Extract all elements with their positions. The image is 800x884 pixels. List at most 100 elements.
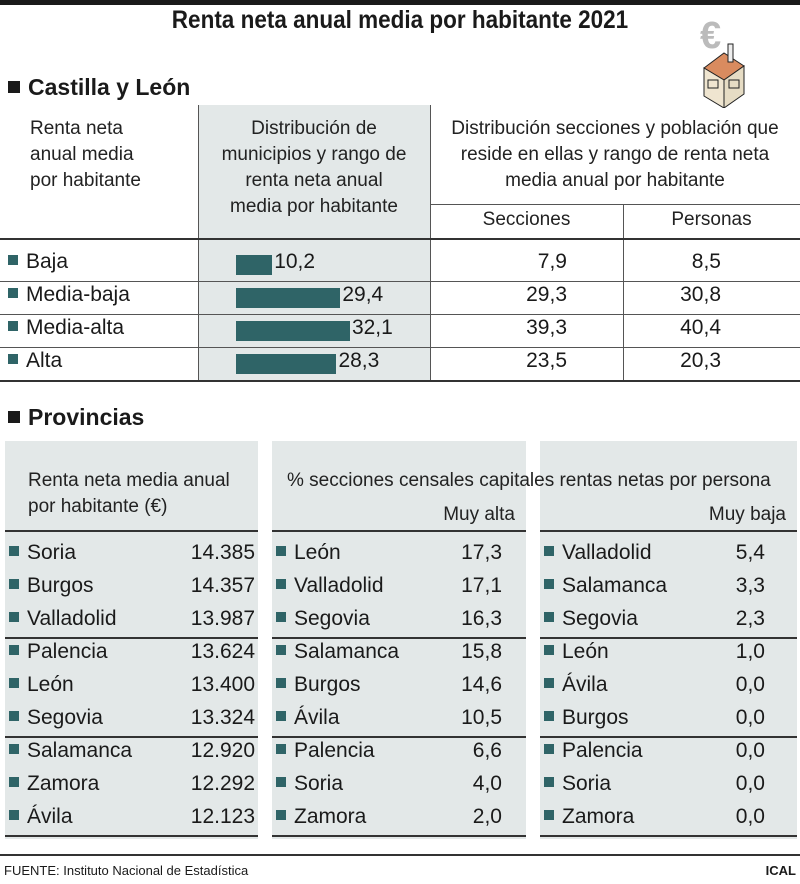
top-rule <box>0 0 800 5</box>
bar-data-label: 10,2 <box>274 250 316 273</box>
category-label: Baja <box>8 250 68 274</box>
province-value: 12.123 <box>190 805 255 828</box>
province-name: Zamora <box>276 805 366 829</box>
province-name: Burgos <box>544 706 629 730</box>
divider <box>198 105 199 381</box>
province-value: 6,6 <box>472 739 502 762</box>
group-divider <box>5 835 258 837</box>
panel-header-rule <box>5 530 258 532</box>
secciones-value: 7,9 <box>537 250 567 273</box>
col-header-secciones-poblacion: Distribución secciones y población que r… <box>430 116 800 194</box>
province-value: 5,4 <box>735 541 765 564</box>
header-line: media por habitante <box>230 196 398 217</box>
row-divider <box>0 281 800 282</box>
secciones-value: 39,3 <box>526 316 567 339</box>
province-name: Salamanca <box>544 574 667 598</box>
subheader-secciones: Secciones <box>482 209 571 230</box>
header-line: media anual por habitante <box>505 170 725 191</box>
province-name: León <box>9 673 74 697</box>
province-value: 13.624 <box>190 640 255 663</box>
province-name: Ávila <box>276 706 340 730</box>
p1-header: Renta neta media anual por habitante (€) <box>28 468 230 520</box>
row-divider <box>0 314 800 315</box>
province-value: 14.357 <box>190 574 255 597</box>
group-divider <box>540 736 797 738</box>
province-value: 15,8 <box>461 640 502 663</box>
p23-header: % secciones censales capitales rentas ne… <box>287 470 771 491</box>
province-name: Valladolid <box>9 607 117 631</box>
group-divider <box>5 736 258 738</box>
group-divider <box>272 736 526 738</box>
header-line: reside en ellas y rango de renta neta <box>460 144 770 165</box>
province-value: 13.324 <box>190 706 255 729</box>
province-name: Palencia <box>544 739 643 763</box>
province-name: Soria <box>544 772 611 796</box>
province-name: Valladolid <box>276 574 384 598</box>
personas-value: 40,4 <box>680 316 721 339</box>
personas-value: 30,8 <box>680 283 721 306</box>
province-value: 0,0 <box>735 739 765 762</box>
secciones-value: 23,5 <box>526 349 567 372</box>
section-castilla-leon: Castilla y León <box>8 74 190 101</box>
bar-data-label: 32,1 <box>351 316 393 339</box>
p2-subheader: Muy alta <box>443 504 515 525</box>
province-name: Palencia <box>276 739 375 763</box>
personas-value: 8,5 <box>691 250 721 273</box>
group-divider <box>540 835 797 837</box>
province-name: Burgos <box>9 574 94 598</box>
province-value: 0,0 <box>735 673 765 696</box>
province-name: León <box>276 541 341 565</box>
category-label: Media-baja <box>8 283 130 307</box>
divider <box>623 205 624 381</box>
bar <box>236 321 350 341</box>
province-value: 12.292 <box>190 772 255 795</box>
province-value: 16,3 <box>461 607 502 630</box>
province-name: Segovia <box>544 607 638 631</box>
header-rule <box>0 238 800 240</box>
secciones-value: 29,3 <box>526 283 567 306</box>
province-name: Burgos <box>276 673 361 697</box>
province-name: Zamora <box>9 772 99 796</box>
province-value: 14,6 <box>461 673 502 696</box>
header-line: Distribución de <box>251 118 377 139</box>
divider <box>430 105 431 381</box>
header-line: por habitante (€) <box>28 496 168 517</box>
province-value: 14.385 <box>190 541 255 564</box>
province-value: 0,0 <box>735 772 765 795</box>
page-title: Renta neta anual media por habitante 202… <box>171 6 629 34</box>
source-note: FUENTE: Instituto Nacional de Estadístic… <box>4 863 249 878</box>
bar-data-label: 28,3 <box>338 349 380 372</box>
panel-header-rule <box>272 530 526 532</box>
header-line: municipios y rango de <box>221 144 407 165</box>
header-line: renta neta anual <box>245 170 383 191</box>
province-name: Salamanca <box>9 739 132 763</box>
row-divider <box>0 380 800 382</box>
province-value: 10,5 <box>461 706 502 729</box>
group-divider <box>540 637 797 639</box>
group-divider <box>272 637 526 639</box>
bar <box>236 288 341 308</box>
row-divider <box>0 347 800 348</box>
euro-house-icon: € <box>700 15 745 108</box>
province-name: Soria <box>9 541 76 565</box>
province-value: 2,0 <box>472 805 502 828</box>
bar <box>236 354 337 374</box>
divider <box>430 204 800 205</box>
province-name: Zamora <box>544 805 634 829</box>
province-name: Ávila <box>9 805 73 829</box>
header-line: por habitante <box>30 170 141 191</box>
category-label: Alta <box>8 349 62 373</box>
footer-rule <box>0 854 800 856</box>
province-value: 0,0 <box>735 706 765 729</box>
group-divider <box>5 637 258 639</box>
bar-data-label: 29,4 <box>342 283 384 306</box>
col-header-renta: Renta neta anual media por habitante <box>30 116 141 194</box>
province-name: Salamanca <box>276 640 399 664</box>
province-value: 17,3 <box>461 541 502 564</box>
personas-value: 20,3 <box>680 349 721 372</box>
province-name: León <box>544 640 609 664</box>
header-line: anual media <box>30 144 134 165</box>
province-value: 1,0 <box>735 640 765 663</box>
header-line: Distribución secciones y población que <box>451 118 779 139</box>
brand-logo: ICAL <box>765 863 796 878</box>
